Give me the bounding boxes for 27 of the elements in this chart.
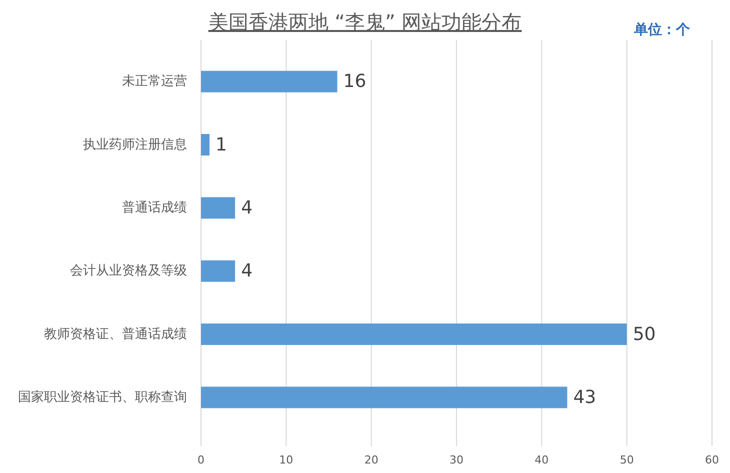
bar: [201, 324, 627, 345]
data-label: 4: [241, 260, 253, 282]
x-tick-label: 40: [534, 454, 549, 466]
data-label: 50: [632, 324, 656, 345]
x-tick-label: 20: [364, 454, 378, 466]
x-tick-label: 60: [705, 454, 719, 466]
y-tick-label: 会计从业资格及等级: [70, 264, 187, 279]
data-label: 43: [573, 386, 596, 408]
bar: [201, 260, 236, 282]
x-tick-label: 30: [450, 454, 464, 466]
bar: [201, 70, 338, 92]
y-tick-label: 未正常运营: [122, 74, 187, 90]
data-label: 1: [216, 134, 227, 156]
y-tick-label: 教师资格证、普通话成绩: [44, 326, 187, 342]
data-label: 16: [343, 71, 366, 92]
chart-title: 美国香港两地 “李鬼” 网站功能分布: [208, 10, 522, 34]
text: 单位：个: [633, 22, 691, 38]
x-tick-label: 10: [279, 454, 294, 466]
x-tick-label: 0: [198, 454, 204, 466]
y-tick-label: 普通话成绩: [122, 199, 187, 216]
bar: [201, 197, 236, 219]
x-tick-label: 50: [620, 454, 634, 466]
bar: [201, 134, 210, 156]
y-tick-label: 国家职业资格证书、职称查询: [18, 388, 187, 405]
bar: [201, 386, 568, 408]
data-label: 4: [241, 197, 253, 218]
y-tick-label: 执业药师注册信息: [83, 137, 187, 152]
